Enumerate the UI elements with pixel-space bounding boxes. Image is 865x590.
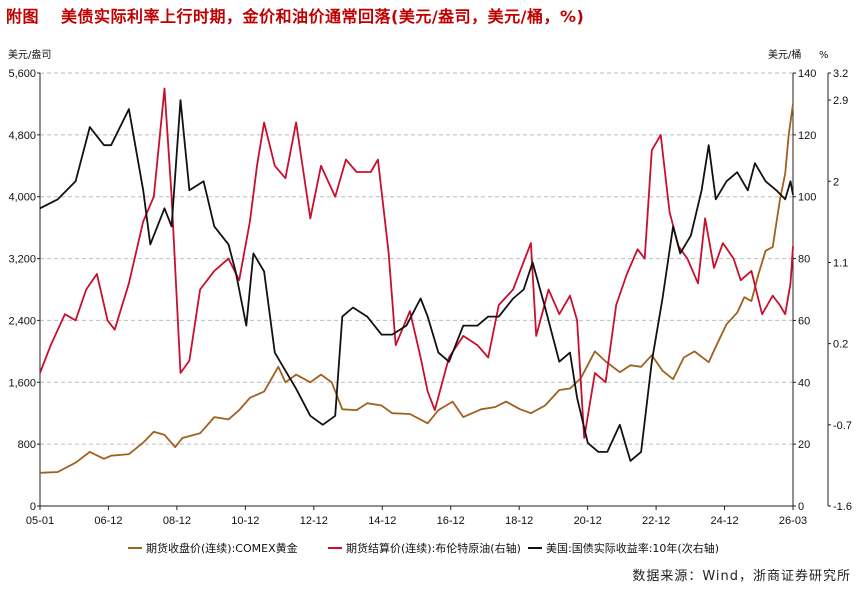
right2-tick-label: 3.2 <box>833 68 848 80</box>
left-tick-label: 2,400 <box>8 315 36 327</box>
left-tick-label: 4,800 <box>8 130 36 142</box>
legend-label: 美国:国债实际收益率:10年(次右轴) <box>546 541 719 555</box>
right2-tick-label: -0.7 <box>833 420 852 432</box>
series-line-0 <box>39 103 794 474</box>
right2-tick-label: 2.9 <box>833 95 848 107</box>
axes <box>39 73 829 507</box>
left-tick-label: 800 <box>18 439 36 451</box>
x-tick-label: 24-12 <box>710 515 738 527</box>
right-tick-label: 60 <box>798 315 810 327</box>
x-tick-label: 18-12 <box>505 515 533 527</box>
x-tick-label: 10-12 <box>231 515 259 527</box>
tick-labels: 0 800 1,600 2,400 3,200 4,000 4,800 5,600 0 20 40 6… <box>8 48 852 527</box>
x-tick-label: 26-03 <box>779 515 807 527</box>
right-tick-label: 80 <box>798 254 810 266</box>
source-note: 数据来源：Wind，浙商证券研究所 <box>632 569 851 584</box>
right2-tick-label: 2 <box>833 176 839 188</box>
right-unit-label: 美元/桶 <box>768 48 801 61</box>
left-tick-label: 1,600 <box>8 377 36 389</box>
title-text: 美债实际利率上行时期，金价和油价通常回落(美元/盎司，美元/桶，%) <box>61 7 585 26</box>
x-tick-label: 05-01 <box>26 515 54 527</box>
chart-title: 附图 美债实际利率上行时期，金价和油价通常回落(美元/盎司，美元/桶，%) <box>6 3 584 27</box>
right2-tick-label: -1.6 <box>833 501 852 513</box>
figure-tag: 附图 <box>6 7 40 26</box>
right2-tick-label: 1.1 <box>833 257 848 269</box>
left-tick-label: 3,200 <box>8 254 36 266</box>
grid-lines <box>40 72 793 445</box>
x-tick-label: 12-12 <box>300 515 328 527</box>
left-unit-label: 美元/盎司 <box>8 48 51 61</box>
x-tick-label: 22-12 <box>642 515 670 527</box>
legend-label: 期货收盘价(连续):COMEX黄金 <box>146 541 298 555</box>
x-tick-label: 16-12 <box>437 515 465 527</box>
legend: 期货收盘价(连续):COMEX黄金 期货结算价(连续):布伦特原油(右轴) 美国:国… <box>128 541 719 555</box>
x-tick-label: 06-12 <box>94 515 122 527</box>
left-tick-label: 4,000 <box>8 192 36 204</box>
right-tick-label: 0 <box>798 501 804 513</box>
right2-unit-label: % <box>819 50 829 61</box>
x-tick-label: 20-12 <box>574 515 602 527</box>
left-tick-label: 5,600 <box>8 68 36 80</box>
right-tick-label: 140 <box>798 68 816 80</box>
series-lines <box>39 87 794 474</box>
right-tick-label: 100 <box>798 192 816 204</box>
x-tick-label: 08-12 <box>163 515 191 527</box>
series-line-2 <box>39 99 794 462</box>
right-tick-label: 20 <box>798 439 810 451</box>
right-tick-label: 40 <box>798 377 810 389</box>
legend-label: 期货结算价(连续):布伦特原油(右轴) <box>346 541 521 555</box>
series-line-1 <box>39 87 794 439</box>
right2-tick-label: 0.2 <box>833 339 848 351</box>
right-tick-label: 120 <box>798 130 816 142</box>
x-tick-label: 14-12 <box>368 515 396 527</box>
left-tick-label: 0 <box>30 501 36 513</box>
